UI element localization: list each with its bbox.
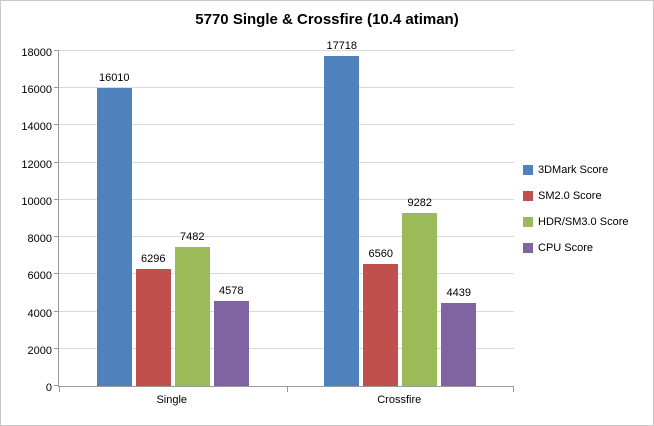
x-axis-labels: Single Crossfire (58, 394, 514, 410)
gridline (59, 87, 514, 89)
bar-sm2-0-score: 6560 (363, 248, 399, 386)
y-axis-labels: 0 2000 4000 6000 8000 10000 12000 14000 16000 180… (1, 47, 52, 394)
bar-3dmark-score: 16010 (96, 72, 132, 386)
bar-value-label: 6296 (141, 252, 166, 265)
y-axis-tick-label: 14000 (21, 121, 52, 134)
bar-value-label: 16010 (98, 72, 130, 85)
bar-value-label: 6560 (368, 247, 393, 260)
y-axis-tick (54, 87, 59, 89)
bar-value-label: 4439 (446, 287, 471, 300)
y-axis-tick-label: 2000 (27, 344, 52, 357)
gridline (59, 198, 514, 200)
y-axis-tick (54, 50, 59, 51)
bar-group-single: 16010 6296 7482 4578 (59, 51, 287, 386)
bar-value-label: 17718 (326, 40, 358, 53)
y-axis-tick-label: 8000 (27, 233, 52, 246)
y-axis-tick-label: 6000 (27, 270, 52, 283)
legend-item: 3DMark Score (523, 164, 628, 176)
bar-cpu-score: 4439 (441, 287, 477, 386)
bar-3dmark-score: 17718 (324, 40, 360, 386)
y-axis-tick-label: 4000 (27, 307, 52, 320)
legend-swatch (523, 191, 533, 201)
x-axis-tick (513, 386, 514, 392)
legend-swatch (523, 217, 533, 227)
gridline (59, 50, 514, 51)
y-axis-tick (54, 198, 59, 200)
legend-label: 3DMark Score (538, 164, 609, 176)
gridline (59, 273, 514, 275)
bar-sm2-0-score: 6296 (135, 253, 171, 386)
legend-item: CPU Score (523, 242, 628, 254)
legend: 3DMark Score SM2.0 Score HDR/SM3.0 Score CP… (523, 164, 628, 268)
x-axis-category-label: Crossfire (377, 394, 422, 406)
y-axis-tick (54, 385, 59, 386)
x-axis-tick (286, 386, 288, 392)
y-axis-tick (54, 236, 59, 238)
bar-cpu-score: 4578 (213, 285, 249, 386)
bar-hdr-sm3-0-score: 9282 (402, 197, 438, 386)
gridline (59, 236, 514, 238)
gridline (59, 347, 514, 349)
chart-title: 5770 Single & Crossfire (10.4 atiman) (195, 11, 459, 28)
legend-swatch (523, 165, 533, 175)
bar-value-label: 7482 (180, 230, 205, 243)
bar-hdr-sm3-0-score: 7482 (174, 231, 210, 386)
plot-area: 16010 6296 7482 4578 17718 6560 9282 4439 (54, 40, 515, 392)
legend-label: CPU Score (538, 242, 594, 254)
y-axis-tick (54, 310, 59, 312)
legend-swatch (523, 243, 533, 253)
legend-item: SM2.0 Score (523, 190, 628, 202)
y-axis-tick-label: 12000 (21, 158, 52, 171)
legend-item: HDR/SM3.0 Score (523, 216, 628, 228)
y-axis-tick-label: 18000 (21, 47, 52, 59)
legend-label: SM2.0 Score (538, 190, 602, 202)
bar-value-label: 4578 (219, 284, 244, 297)
gridline (59, 310, 514, 312)
y-axis-tick (54, 273, 59, 275)
x-axis-category-label: Single (156, 394, 188, 406)
bar-group-crossfire: 17718 6560 9282 4439 (287, 40, 515, 386)
y-axis-tick-label: 10000 (21, 195, 52, 208)
x-axis-tick (59, 386, 60, 392)
y-axis-tick (54, 347, 59, 349)
gridline (59, 161, 514, 163)
bar-value-label: 9282 (407, 197, 432, 210)
legend-label: HDR/SM3.0 Score (538, 216, 629, 228)
y-axis-tick (54, 124, 59, 126)
gridline (59, 124, 514, 126)
y-axis-tick-label: 0 (45, 382, 52, 394)
y-axis-tick (54, 161, 59, 163)
y-axis-tick-label: 16000 (21, 84, 52, 97)
